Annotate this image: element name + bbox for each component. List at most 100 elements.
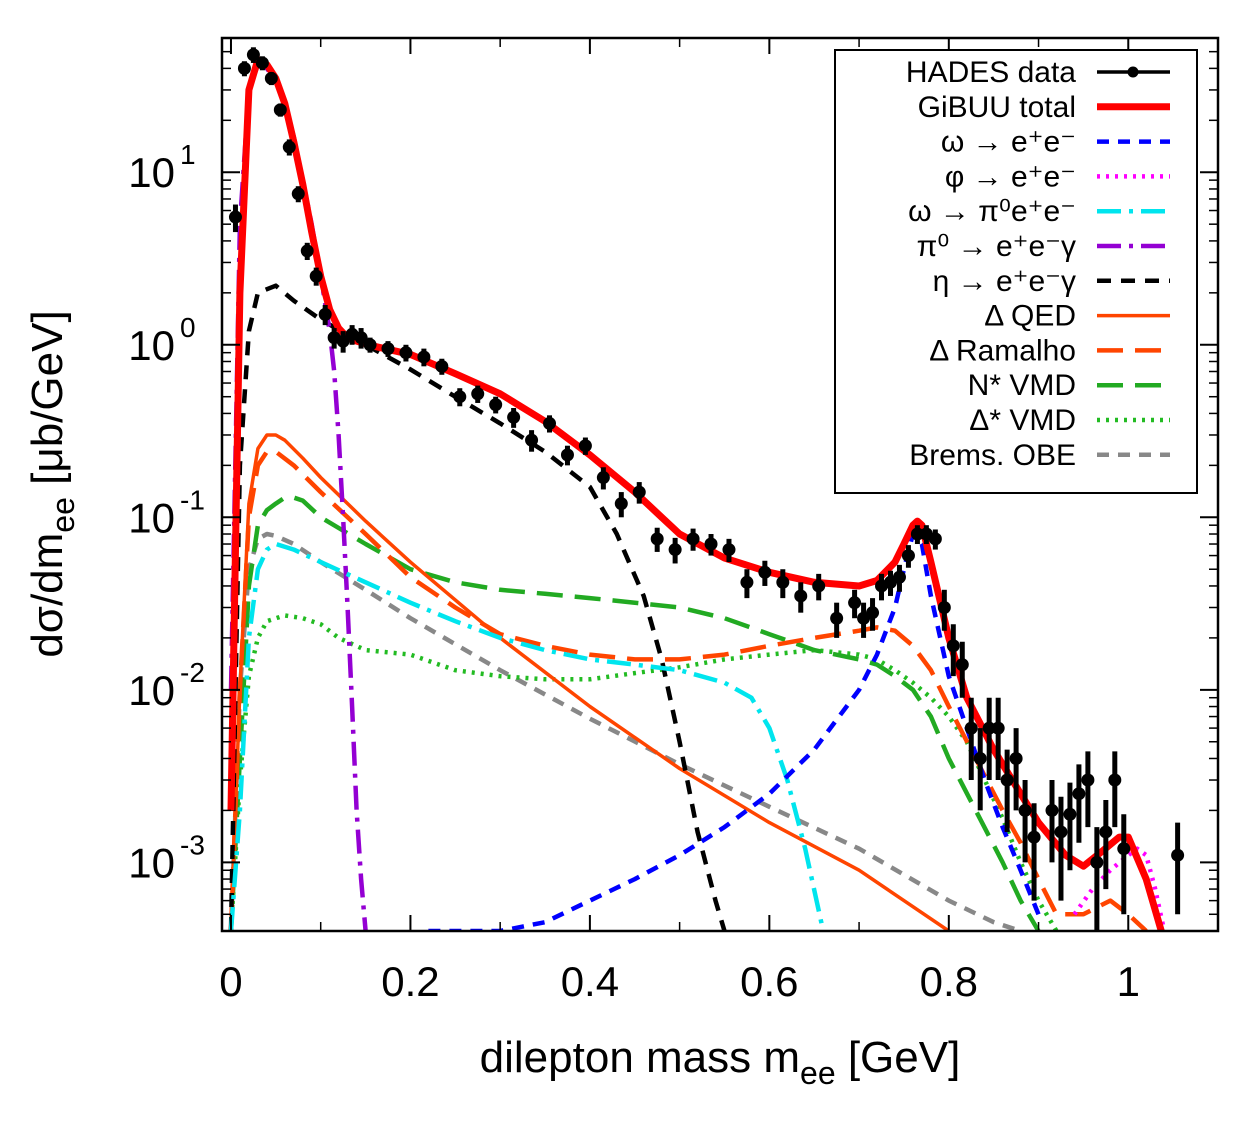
x-tick-label: 0.6 xyxy=(740,958,798,1005)
legend-label-hades-data: HADES data xyxy=(906,56,1076,89)
data-point xyxy=(632,485,646,499)
data-point xyxy=(417,350,431,364)
data-point xyxy=(964,721,978,735)
data-point xyxy=(435,359,449,373)
data-point xyxy=(1000,773,1014,787)
legend-label-vmd: Δ* VMD xyxy=(969,404,1076,437)
hades-data-points xyxy=(228,47,1185,931)
legend-label-e-e: π⁰ → e⁺e⁻γ xyxy=(917,230,1076,263)
data-point xyxy=(318,307,332,321)
x-tick-label: 0.4 xyxy=(561,958,619,1005)
data-point xyxy=(255,56,269,70)
data-point xyxy=(722,543,736,557)
data-point xyxy=(1063,807,1077,821)
data-point xyxy=(471,387,485,401)
legend-label-gibuu-total: GiBUU total xyxy=(918,91,1076,124)
data-point xyxy=(928,532,942,546)
legend-label-e-e: ω → π⁰e⁺e⁻ xyxy=(908,195,1076,228)
data-point xyxy=(399,346,413,360)
data-point xyxy=(560,448,574,462)
data-point xyxy=(991,721,1005,735)
data-point xyxy=(946,639,960,653)
data-point xyxy=(543,416,557,430)
y-tick-label: 10 -1 xyxy=(128,484,205,541)
series-line-ramalho xyxy=(228,449,1148,931)
x-axis-label: dilepton mass mee [GeV] xyxy=(480,1033,961,1091)
data-point xyxy=(291,187,305,201)
data-point xyxy=(794,589,808,603)
x-tick-label: 0.2 xyxy=(381,958,439,1005)
x-tick-label: 0 xyxy=(219,958,242,1005)
y-tick-label: 10 1 xyxy=(128,139,195,196)
data-point xyxy=(982,721,996,735)
data-point xyxy=(848,596,862,610)
data-point xyxy=(866,606,880,620)
series-line-n-vmd xyxy=(228,495,1041,931)
data-point xyxy=(1099,825,1113,839)
data-point xyxy=(901,549,915,563)
x-tick-label: 0.8 xyxy=(920,958,978,1005)
legend-label-ramalho: Δ Ramalho xyxy=(929,334,1076,367)
data-point xyxy=(1018,803,1032,817)
data-point xyxy=(363,338,377,352)
legend-label-brems-obe: Brems. OBE xyxy=(909,439,1076,472)
data-point xyxy=(354,331,368,345)
data-point xyxy=(336,334,350,348)
data-point xyxy=(1072,787,1086,801)
data-point xyxy=(1117,842,1131,856)
legend-box xyxy=(834,49,1198,494)
data-point xyxy=(246,48,260,62)
data-point xyxy=(1054,825,1068,839)
y-tick-label: 10 0 xyxy=(128,312,195,369)
plot-frame xyxy=(220,36,1220,933)
data-point xyxy=(1171,848,1185,862)
data-point xyxy=(704,537,718,551)
legend-label-n-vmd: N* VMD xyxy=(968,369,1076,402)
legend-marker-hades-data xyxy=(1127,66,1139,78)
data-point xyxy=(453,390,467,404)
y-tick-label: 10 -3 xyxy=(128,829,205,886)
data-point xyxy=(937,601,951,615)
data-point xyxy=(282,140,296,154)
data-point xyxy=(1027,830,1041,844)
data-point xyxy=(300,244,314,258)
data-point xyxy=(1090,855,1104,869)
data-point xyxy=(237,61,251,75)
data-point xyxy=(686,532,700,546)
data-point xyxy=(525,433,539,447)
data-point xyxy=(973,751,987,765)
data-point xyxy=(892,570,906,584)
x-tick-label: 1 xyxy=(1117,958,1140,1005)
data-point xyxy=(489,398,503,412)
series-line-vmd xyxy=(228,613,1059,931)
data-point xyxy=(830,611,844,625)
data-point xyxy=(776,575,790,589)
data-point xyxy=(758,565,772,579)
data-point xyxy=(812,579,826,593)
legend-label-e-e: φ → e⁺e⁻ xyxy=(945,160,1076,193)
series-line-e-e xyxy=(228,541,826,931)
data-point xyxy=(381,342,395,356)
data-point xyxy=(1081,773,1095,787)
data-point xyxy=(1108,773,1122,787)
data-point xyxy=(1009,751,1023,765)
data-point xyxy=(596,471,610,485)
data-point xyxy=(910,527,924,541)
legend-label-e-e: ω → e⁺e⁻ xyxy=(941,126,1076,159)
data-point xyxy=(578,439,592,453)
y-axis-label: dσ/dmee [μb/GeV] xyxy=(23,310,81,657)
data-point xyxy=(507,410,521,424)
data-point xyxy=(650,532,664,546)
data-point xyxy=(309,269,323,283)
data-point xyxy=(955,658,969,672)
data-point xyxy=(614,497,628,511)
y-tick-label: 10 -2 xyxy=(128,657,205,714)
data-point xyxy=(740,575,754,589)
data-point xyxy=(228,210,242,224)
legend-label-qed: Δ QED xyxy=(984,300,1076,333)
legend-label-e-e: η → e⁺e⁻γ xyxy=(933,265,1076,298)
data-point xyxy=(668,543,682,557)
